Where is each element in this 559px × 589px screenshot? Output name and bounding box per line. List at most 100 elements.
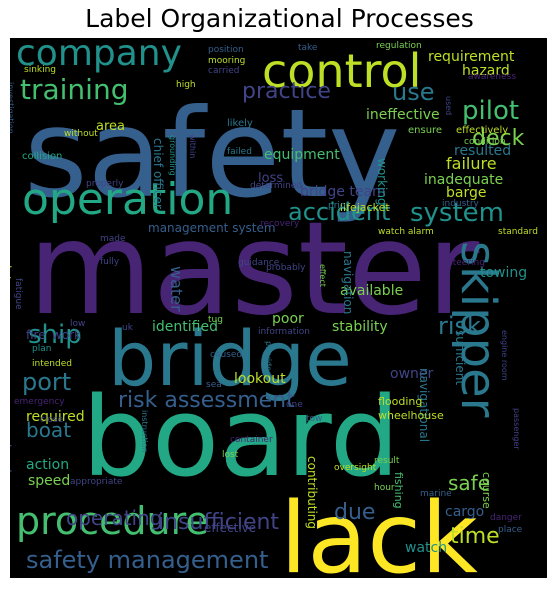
cloud-word: speed <box>28 473 71 489</box>
cloud-word: standard <box>498 227 538 237</box>
cloud-word: hazard <box>462 63 510 79</box>
cloud-word: safe <box>448 471 491 495</box>
cloud-word: collision <box>22 151 63 162</box>
cloud-word: fully <box>100 257 120 267</box>
cloud-word: boat <box>26 418 72 442</box>
cloud-word: tow <box>306 414 323 424</box>
cloud-word: operating <box>66 506 163 530</box>
cloud-word: regulation <box>376 41 422 51</box>
cloud-word: navigation <box>341 251 355 315</box>
cloud-word: information <box>258 327 310 337</box>
cloud-word: passenger <box>512 408 521 450</box>
cloud-word: deck <box>472 126 525 151</box>
cloud-word: used <box>444 96 453 116</box>
cloud-word: training <box>20 73 129 106</box>
cloud-word: sinking <box>24 65 57 75</box>
cloud-word: time <box>450 524 500 549</box>
cloud-word: towing <box>480 265 528 281</box>
cloud-word: result <box>374 456 400 466</box>
cloud-word: close <box>40 415 64 425</box>
cloud-word: caused <box>210 350 243 360</box>
cloud-word: take <box>298 43 318 53</box>
cloud-word: cargo <box>445 504 485 520</box>
cloud-word: insufficient <box>158 510 280 535</box>
cloud-word: failed <box>227 147 252 157</box>
cloud-word: grounding <box>168 135 177 176</box>
cloud-word: ensure <box>408 125 443 136</box>
cloud-word: guidance <box>238 258 280 268</box>
cloud-word: risk assessment <box>118 388 295 413</box>
cloud-word: required <box>26 409 85 425</box>
cloud-word: uk <box>122 323 133 333</box>
cloud-word: appropriate <box>70 477 123 487</box>
cloud-word: sea <box>206 380 222 390</box>
cloud-word: chief officer <box>151 138 165 209</box>
cloud-word: prior <box>328 201 350 211</box>
cloud-word: use <box>392 78 435 106</box>
cloud-word: made <box>100 234 126 244</box>
cloud-word: company <box>16 38 182 74</box>
cloud-word: lookout <box>234 371 286 387</box>
cloud-word: container <box>230 435 273 445</box>
cloud-word: master <box>28 195 480 344</box>
cloud-word: sufficient <box>453 330 467 386</box>
cloud-word: accident <box>288 198 391 226</box>
cloud-word: system <box>410 198 504 228</box>
cloud-word: industry <box>442 199 479 209</box>
cloud-word: due <box>334 500 376 525</box>
cloud-word: without <box>64 129 98 139</box>
cloud-word: low <box>70 319 86 329</box>
cloud-word: safety <box>24 83 401 225</box>
cloud-word: contributing <box>305 456 319 530</box>
cloud-word: hour <box>374 483 395 493</box>
cloud-word: ship <box>28 320 82 350</box>
cloud-word: poor <box>272 311 304 327</box>
cloud-word: place <box>498 525 523 535</box>
cloud-word: inadequate <box>424 172 504 188</box>
cloud-word: owner <box>390 366 434 382</box>
cloud-word: barge <box>446 185 487 201</box>
cloud-word: working <box>375 158 389 206</box>
cloud-word: engine room <box>500 330 509 381</box>
cloud-word: procedure <box>16 499 209 543</box>
cloud-word: one <box>286 400 303 410</box>
cloud-word: available <box>340 283 404 299</box>
cloud-word: carried <box>208 66 240 76</box>
cloud-word: oversight <box>334 463 377 473</box>
cloud-word: board <box>82 373 400 501</box>
cloud-word: fatigue <box>13 278 23 310</box>
cloud-word: awareness <box>468 72 517 82</box>
cloud-word: effectively <box>456 125 509 136</box>
cloud-word: ineffective <box>366 107 440 123</box>
cloud-word: determined <box>250 181 303 191</box>
cloud-word: high <box>176 80 196 90</box>
cloud-word: likely <box>227 118 253 129</box>
cloud-word: requirement <box>428 49 515 65</box>
cloud-word: lack <box>280 482 478 578</box>
cloud-word: condition <box>464 137 506 147</box>
cloud-word: equipment <box>264 147 340 163</box>
cloud-word: danger <box>490 513 522 523</box>
cloud-word: properly <box>86 179 124 189</box>
cloud-word: recovery <box>260 219 300 229</box>
cloud-word: area <box>96 119 125 134</box>
cloud-word: within <box>188 134 197 159</box>
cloud-word: control <box>262 44 422 98</box>
cloud-word: identified <box>152 319 218 335</box>
cloud-word: practice <box>242 79 331 104</box>
page-title: Label Organizational Processes <box>85 4 474 33</box>
cloud-word: action <box>26 457 70 473</box>
cloud-word: fire <box>26 328 46 342</box>
word-cloud: safety master board bridge lack skipper compan… <box>10 38 547 578</box>
cloud-word: flooding <box>378 395 423 408</box>
cloud-word: level <box>10 444 13 473</box>
cloud-word: failure <box>446 154 497 173</box>
cloud-word: operation <box>22 174 234 225</box>
cloud-word: course <box>480 472 493 509</box>
cloud-word: mooring <box>208 56 246 66</box>
cloud-word: tug <box>208 315 223 325</box>
cloud-word: position <box>208 45 244 55</box>
cloud-word: water <box>167 266 186 312</box>
cloud-word: bridge team <box>300 184 386 200</box>
cloud-word: loss <box>258 171 284 186</box>
